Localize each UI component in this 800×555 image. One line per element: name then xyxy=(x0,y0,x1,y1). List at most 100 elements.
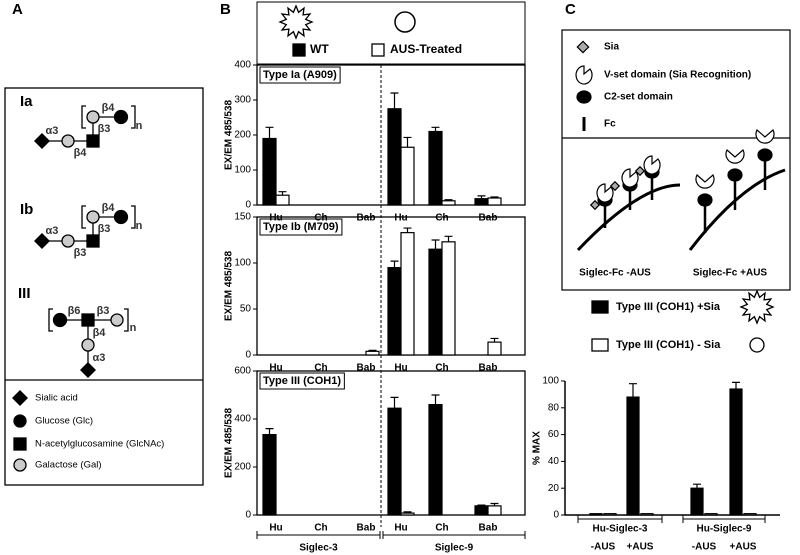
structure-label: Ib xyxy=(20,201,33,218)
error-bar xyxy=(431,239,440,250)
x-tick-label: Bab xyxy=(357,363,376,374)
error-bar xyxy=(390,260,399,268)
legend-swatch xyxy=(292,43,306,57)
linkage-label: β4 xyxy=(93,327,107,339)
linkage-label: n xyxy=(136,220,143,232)
y-tick-label: 50 xyxy=(240,304,252,315)
x-tick-label: Ch xyxy=(435,363,448,374)
group-bracket xyxy=(577,515,663,523)
y-tick-label: 0 xyxy=(245,510,251,521)
linkage-label: β4 xyxy=(74,147,88,159)
error-bar xyxy=(368,349,377,352)
group-label: Siglec-9 xyxy=(435,543,474,554)
y-tick-label: 200 xyxy=(234,130,251,141)
bar xyxy=(400,512,415,516)
bar xyxy=(704,513,718,516)
legend-label: Glucose (Glc) xyxy=(35,416,93,427)
x-tick-label: Hu xyxy=(269,213,282,224)
y-tick-label: 100 xyxy=(542,376,559,387)
x-tick-label: Hu xyxy=(269,523,282,534)
y-tick-label: 40 xyxy=(548,456,560,467)
x-tick-label: Bab xyxy=(357,213,376,224)
error-bar xyxy=(265,126,274,139)
bar xyxy=(387,267,402,356)
y-tick-label: 100 xyxy=(234,258,251,269)
linkage-label: β3 xyxy=(97,305,110,317)
bar xyxy=(428,248,443,356)
legend-swatch xyxy=(371,43,385,57)
key-label: C2-set domain xyxy=(604,92,673,103)
bar xyxy=(262,434,277,516)
error-bar xyxy=(629,383,637,398)
group-bracket xyxy=(682,515,766,523)
x-tick-label: Bab xyxy=(479,363,498,374)
panel-b-header xyxy=(256,1,526,65)
error-bar xyxy=(390,396,399,409)
y-tick-label: 100 xyxy=(234,165,251,176)
error-bar xyxy=(490,196,499,198)
error-bar xyxy=(732,381,740,390)
chart-title: Type Ib (M709) xyxy=(263,221,339,233)
y-tick-label: 0 xyxy=(245,200,251,211)
bar xyxy=(275,194,290,206)
bar xyxy=(487,341,502,356)
legend-label: Sialic acid xyxy=(35,393,78,404)
structure-label: Ia xyxy=(20,93,33,110)
circle-icon xyxy=(749,337,765,353)
structure-label: III xyxy=(18,285,31,302)
sun-icon xyxy=(278,4,314,40)
bar xyxy=(365,350,380,356)
legend-swatch xyxy=(591,338,609,352)
error-bar xyxy=(490,502,499,506)
error-bar xyxy=(490,337,499,343)
legend-swatch xyxy=(591,300,609,314)
error-bar xyxy=(444,235,453,242)
y-tick-label: 400 xyxy=(234,60,251,71)
group-label: Hu-Siglec-9 xyxy=(696,524,751,535)
linkage-label: β6 xyxy=(68,305,81,317)
error-bar xyxy=(477,504,486,506)
group-label: Hu-Siglec-3 xyxy=(592,524,647,535)
linkage-label: α3 xyxy=(46,125,59,137)
bar xyxy=(474,505,489,516)
x-tick-label: Bab xyxy=(479,523,498,534)
key-label: Fc xyxy=(604,119,616,130)
y-tick-label: 300 xyxy=(234,95,251,106)
bar xyxy=(387,108,402,206)
linkage-label: n xyxy=(130,322,137,334)
legend-label: AUS-Treated xyxy=(390,42,462,56)
legend-label: Galactose (Gal) xyxy=(35,460,102,471)
y-axis-label: % MAX xyxy=(532,431,543,465)
x-tick-label: +AUS xyxy=(627,542,654,553)
error-bar xyxy=(431,394,440,405)
y-tick-label: 0 xyxy=(553,510,559,521)
chart-title: Type III (COH1) xyxy=(263,375,341,387)
linkage-label: β3 xyxy=(98,223,111,235)
x-tick-label: Ch xyxy=(435,523,448,534)
y-tick-label: 0 xyxy=(245,350,251,361)
panel-label: C xyxy=(565,1,576,18)
bar xyxy=(603,513,617,516)
x-tick-label: Hu xyxy=(269,363,282,374)
error-bar xyxy=(403,227,412,233)
x-tick-label: Ch xyxy=(314,213,327,224)
x-tick-label: Ch xyxy=(435,213,448,224)
bar xyxy=(743,513,757,516)
sun-icon xyxy=(739,289,775,325)
x-tick-label: Bab xyxy=(357,523,376,534)
bar xyxy=(487,197,502,206)
x-tick-label: Ch xyxy=(314,363,327,374)
panel-a-drawing xyxy=(4,87,204,486)
y-axis-label: EX/EM 485/538 xyxy=(224,251,235,321)
group-bracket xyxy=(382,531,526,539)
bar xyxy=(626,396,640,516)
diagram-label: Siglec-Fc +AUS xyxy=(693,268,768,279)
title-box xyxy=(259,218,343,236)
x-tick-label: Hu xyxy=(394,213,407,224)
bar xyxy=(729,388,743,516)
y-tick-label: 400 xyxy=(234,414,251,425)
error-bar xyxy=(693,483,701,489)
y-tick-label: 20 xyxy=(548,483,560,494)
error-bar xyxy=(444,199,453,201)
